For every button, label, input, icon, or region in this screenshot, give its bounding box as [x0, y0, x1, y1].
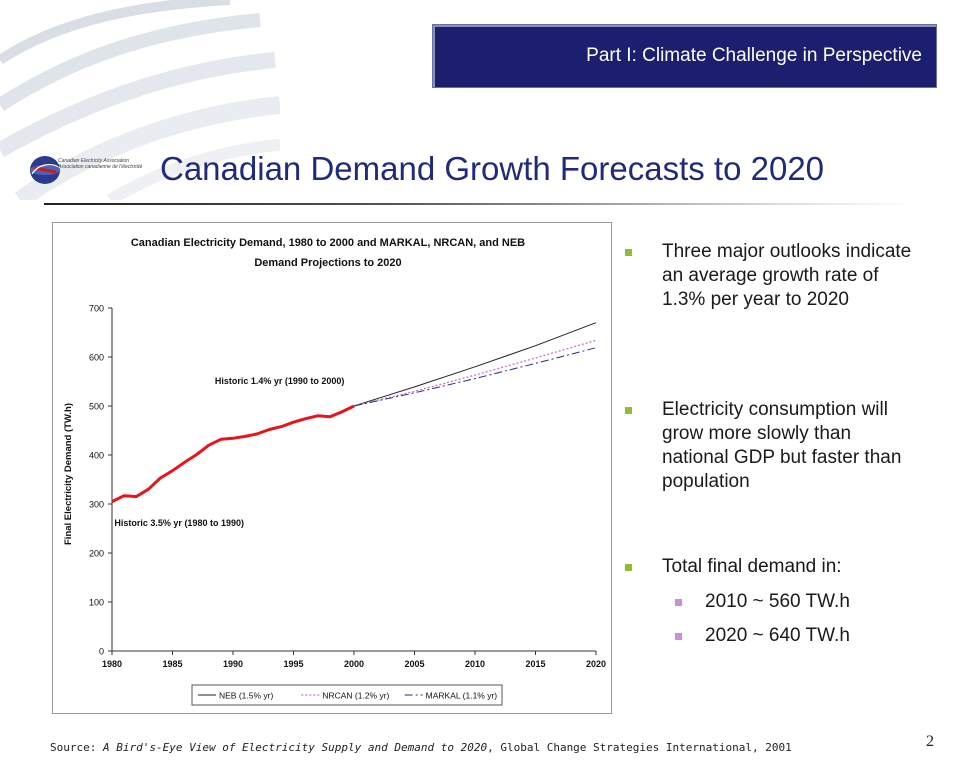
sub-bullet-text: 2010 ~ 560 TW.h: [705, 591, 850, 612]
title-divider: [44, 203, 914, 205]
x-tick-label: 2015: [525, 659, 545, 669]
y-tick-label: 200: [89, 549, 104, 559]
series-line-nrcan: [353, 339, 597, 407]
y-axis-label: Final Electricity Demand (TW.h): [63, 403, 74, 545]
series-line-historic: [111, 404, 355, 503]
x-tick-label: 1985: [162, 659, 182, 669]
legend-label: NRCAN (1.2% yr): [322, 691, 389, 701]
y-tick-label: 0: [99, 647, 104, 657]
sub-bullet-text: 2020 ~ 640 TW.h: [705, 625, 850, 646]
y-tick-label: 700: [89, 304, 104, 314]
source-suffix: , Global Change Strategies International…: [487, 741, 792, 754]
logo-line-2: Association canadienne de l'électricité: [58, 164, 143, 170]
logo-text: Canadian Electricity Association Associa…: [58, 158, 142, 170]
chart-title-line-1: Canadian Electricity Demand, 1980 to 200…: [131, 237, 525, 249]
logo-line-1: Canadian Electricity Association: [58, 158, 129, 164]
section-title: Part I: Climate Challenge in Perspective: [586, 45, 922, 66]
x-tick-label: 2005: [404, 659, 424, 669]
x-tick-label: 2020: [586, 659, 606, 669]
x-tick-label: 2000: [344, 659, 364, 669]
page-number: 2: [926, 733, 934, 750]
bullet-text: Three major outlooks indicate an average…: [662, 241, 912, 310]
x-tick-label: 1980: [102, 659, 122, 669]
sub-bullet-marker: [675, 599, 682, 606]
bullet-marker: [625, 249, 632, 256]
chart-annotation: Historic 3.5% yr (1980 to 1990): [114, 518, 244, 528]
bullet-text: Total final demand in:: [662, 556, 842, 577]
chart-annotation: Historic 1.4% yr (1990 to 2000): [215, 376, 345, 386]
y-tick-label: 100: [89, 598, 104, 608]
source-title: A Bird's-Eye View of Electricity Supply …: [102, 741, 488, 754]
legend-box: [191, 684, 503, 706]
cea-logo: [30, 156, 61, 184]
chart-legend: NEB (1.5% yr) NRCAN (1.2% yr) MARKAL (1.1%…: [191, 684, 503, 706]
bullet-text: Electricity consumption will grow more s…: [662, 399, 902, 492]
x-tick-label: 1990: [223, 659, 243, 669]
chart-title-line-2: Demand Projections to 2020: [254, 257, 401, 269]
chart-frame: [52, 222, 612, 714]
y-tick-label: 500: [89, 402, 104, 412]
legend-label: NEB (1.5% yr): [219, 691, 273, 701]
x-tick-label: 1995: [283, 659, 303, 669]
source-citation: Source: A Bird's-Eye View of Electricity…: [50, 741, 792, 754]
demand-chart: Canadian Electricity Demand, 1980 to 200…: [63, 237, 606, 706]
x-tick-label: 2010: [465, 659, 485, 669]
bullet-marker: [625, 564, 632, 571]
series-line-markal: [353, 347, 597, 407]
series-line-neb: [353, 322, 597, 407]
plot-layer: 0 100 200 300 400 500 600 700 1980 1985 1990 1995 20…: [89, 304, 606, 670]
source-prefix: Source:: [50, 741, 103, 754]
slide-title: Canadian Demand Growth Forecasts to 2020: [160, 150, 825, 187]
sub-bullet-marker: [675, 633, 682, 640]
y-tick-label: 600: [89, 353, 104, 363]
section-header-banner: Part I: Climate Challenge in Perspective: [432, 24, 937, 88]
y-tick-label: 400: [89, 451, 104, 461]
y-tick-label: 300: [89, 500, 104, 510]
bullet-marker: [625, 407, 632, 414]
legend-label: MARKAL (1.1% yr): [426, 691, 498, 701]
